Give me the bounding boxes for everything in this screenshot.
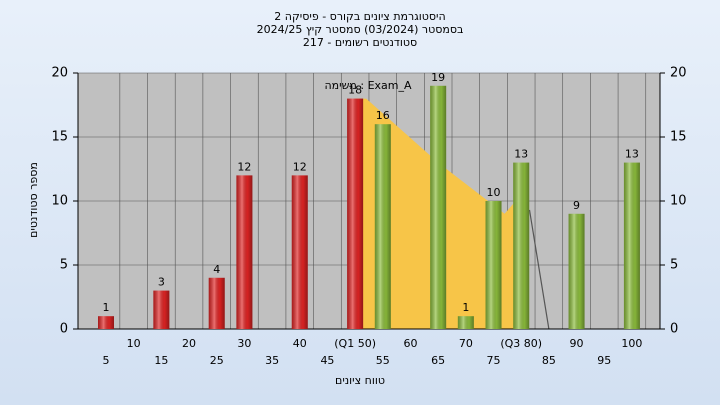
value-label: 13 bbox=[514, 148, 528, 161]
x-tick-label: 35 bbox=[265, 354, 279, 367]
value-label: 16 bbox=[376, 109, 390, 122]
value-label: 12 bbox=[237, 160, 251, 173]
y-tick-label: 0 bbox=[60, 322, 68, 337]
x-tick-label: 15 bbox=[154, 354, 168, 367]
bar-shade bbox=[236, 175, 253, 329]
chart-subtitle: בסמסטר (03/2024) סמסטר קיץ 2024/25 bbox=[257, 23, 464, 36]
x-tick-label: 90 bbox=[570, 337, 584, 350]
value-label: 10 bbox=[487, 186, 501, 199]
x-tick-label: 55 bbox=[376, 354, 390, 367]
value-label: 1 bbox=[103, 301, 110, 314]
y2-tick-label: 0 bbox=[670, 322, 678, 337]
chart-title: היסטוגרמת ציונים בקורס - פיסיקה 2 bbox=[274, 10, 445, 23]
x-tick-label: 40 bbox=[293, 337, 307, 350]
value-label: 9 bbox=[573, 199, 580, 212]
x-tick-label: 45 bbox=[320, 354, 334, 367]
x-tick-label: 95 bbox=[597, 354, 611, 367]
value-label: 13 bbox=[625, 148, 639, 161]
x-tick-label: 70 bbox=[459, 337, 473, 350]
bar-shade bbox=[623, 162, 640, 329]
line bbox=[528, 209, 550, 330]
x-tick-label: 5 bbox=[103, 354, 110, 367]
bar-shade bbox=[374, 124, 391, 329]
bar-shade bbox=[568, 213, 585, 329]
bar-shade bbox=[513, 162, 530, 329]
y2-tick-label: 20 bbox=[670, 66, 687, 81]
x-tick-label: 100 bbox=[621, 337, 642, 350]
x-tick-label: 20 bbox=[182, 337, 196, 350]
bar-shade bbox=[430, 85, 447, 329]
value-label: 4 bbox=[213, 263, 220, 276]
x-tick-label: 25 bbox=[210, 354, 224, 367]
value-label: 18 bbox=[348, 84, 362, 97]
x-axis-label: טווח ציונים bbox=[335, 374, 385, 387]
value-label: 1 bbox=[462, 301, 469, 314]
bar-shade bbox=[347, 98, 364, 329]
y2-tick-label: 5 bbox=[670, 258, 678, 273]
x-tick-label: 30 bbox=[237, 337, 251, 350]
bar-shade bbox=[153, 290, 170, 329]
chart-subtitle: סטודנטים רשומים - 217 bbox=[303, 36, 417, 49]
y-tick-label: 5 bbox=[60, 258, 68, 273]
x-tick-label: 75 bbox=[487, 354, 501, 367]
value-label: 3 bbox=[158, 276, 165, 289]
annotation: משימה : Exam_A bbox=[324, 79, 412, 92]
bar-shade bbox=[291, 175, 308, 329]
y2-tick-label: 15 bbox=[670, 130, 687, 145]
y-tick-label: 15 bbox=[51, 130, 68, 145]
bar-shade bbox=[485, 201, 502, 329]
value-label: 12 bbox=[293, 160, 307, 173]
x-tick-label: (Q3 80) bbox=[500, 337, 542, 350]
y-axis-label: מספר סטודנטים bbox=[27, 162, 40, 238]
x-tick-label: 60 bbox=[403, 337, 417, 350]
value-label: 19 bbox=[431, 71, 445, 84]
x-tick-label: 65 bbox=[431, 354, 445, 367]
x-tick-label: 85 bbox=[542, 354, 556, 367]
x-tick-label: (Q1 50) bbox=[334, 337, 376, 350]
x-tick-label: 10 bbox=[127, 337, 141, 350]
y2-tick-label: 10 bbox=[670, 194, 687, 209]
y-tick-label: 10 bbox=[51, 194, 68, 209]
bar-shade bbox=[457, 316, 474, 329]
bar-shade bbox=[98, 316, 114, 329]
bar-shade bbox=[208, 277, 225, 329]
y-tick-label: 20 bbox=[51, 66, 68, 81]
